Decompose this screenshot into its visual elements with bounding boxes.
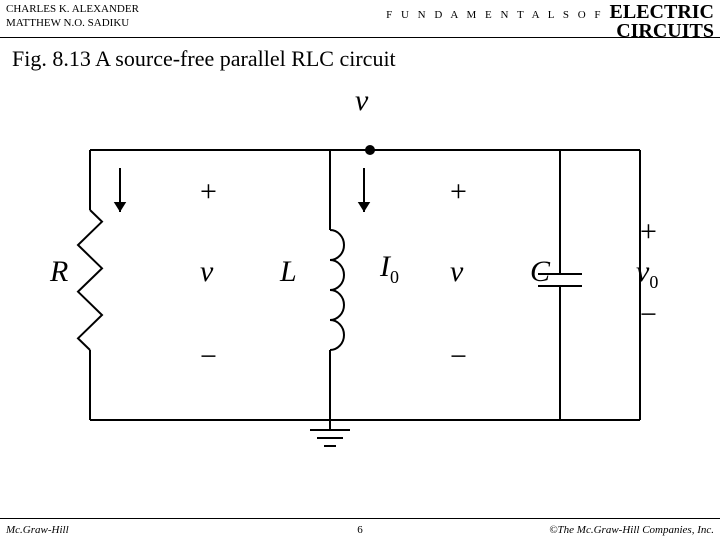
label-L-minus: − [450, 340, 467, 374]
label-R-plus: + [200, 175, 217, 209]
fundamentals-of: F U N D A M E N T A L S O F [386, 9, 603, 21]
header: CHARLES K. ALEXANDER MATTHEW N.O. SADIKU… [0, 0, 720, 38]
label-C-minus: − [640, 298, 657, 332]
label-C: C [530, 255, 550, 289]
label-C-plus: + [640, 215, 657, 249]
page-number: 6 [357, 524, 363, 536]
circuits-word: CIRCUITS [610, 22, 714, 41]
book-title: F U N D A M E N T A L S O F ELECTRIC CIR… [386, 3, 714, 37]
label-C-v0: v0 [636, 255, 658, 293]
label-I0: I0 [380, 250, 399, 288]
label-L-v: v [450, 255, 463, 289]
label-R-minus: − [200, 340, 217, 374]
author-2: MATTHEW N.O. SADIKU [6, 17, 139, 31]
circuit-diagram [0, 90, 720, 500]
circuit-stage: vR+v−LI0+v−C+v0− [0, 90, 720, 500]
electric-circuits: ELECTRIC CIRCUITS [610, 3, 714, 41]
footer-left: Mc.Graw-Hill [6, 524, 69, 536]
footer: Mc.Graw-Hill 6 ©The Mc.Graw-Hill Compani… [0, 518, 720, 540]
label-R: R [50, 255, 68, 289]
author-1: CHARLES K. ALEXANDER [6, 3, 139, 17]
label-R-v: v [200, 255, 213, 289]
figure-caption: Fig. 8.13 A source-free parallel RLC cir… [12, 46, 396, 72]
label-v-top: v [355, 84, 368, 118]
label-L: L [280, 255, 297, 289]
authors: CHARLES K. ALEXANDER MATTHEW N.O. SADIKU [6, 3, 139, 37]
copyright: ©The Mc.Graw-Hill Companies, Inc. [549, 524, 714, 536]
label-L-plus: + [450, 175, 467, 209]
